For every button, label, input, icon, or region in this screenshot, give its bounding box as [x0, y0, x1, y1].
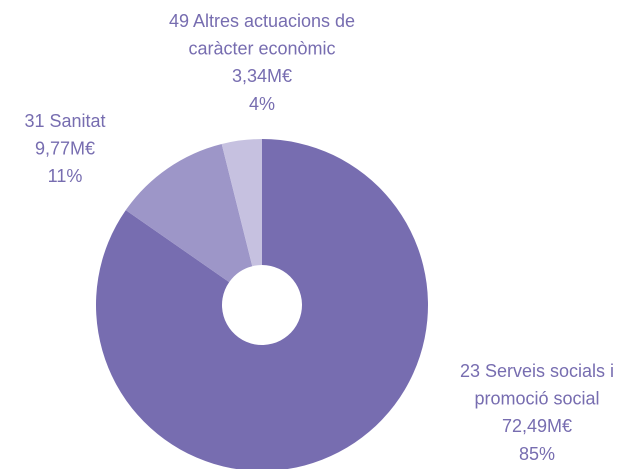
slice-label: promoció social	[474, 388, 599, 408]
percent-label: 4%	[249, 94, 275, 114]
percent-label: 85%	[519, 444, 555, 464]
slice	[125, 143, 253, 283]
slice	[96, 139, 428, 469]
slice-label: 23 Serveis socials i	[460, 361, 614, 381]
slice-label: 31 Sanitat	[24, 111, 105, 131]
value-label: 72,49M€	[502, 416, 572, 436]
percent-label: 11%	[48, 166, 83, 186]
value-label: 9,77M€	[35, 138, 95, 158]
slice-label: caràcter econòmic	[188, 38, 335, 58]
slice-label: 49 Altres actuacions de	[169, 11, 355, 31]
value-label: 3,34M€	[232, 66, 292, 86]
slice	[221, 139, 262, 267]
